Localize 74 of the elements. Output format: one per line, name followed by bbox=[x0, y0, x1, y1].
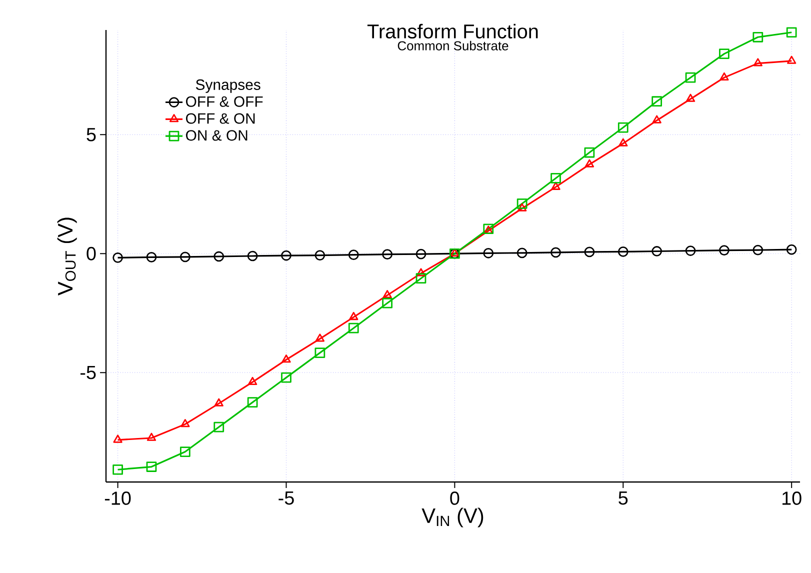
text: Common Substrate bbox=[398, 40, 508, 50]
point bbox=[247, 397, 258, 408]
legend-title: Synapses bbox=[196, 79, 260, 93]
legend-label: ON & ON bbox=[186, 130, 248, 141]
point bbox=[281, 372, 292, 383]
point bbox=[214, 398, 224, 406]
point bbox=[685, 246, 696, 256]
x-tick-label: -5 bbox=[278, 492, 294, 505]
point bbox=[517, 203, 527, 212]
point bbox=[685, 72, 696, 83]
point bbox=[787, 56, 796, 64]
point bbox=[248, 376, 258, 386]
y-tick-label: 5 bbox=[86, 128, 96, 142]
point bbox=[146, 252, 157, 262]
point bbox=[146, 432, 156, 441]
point bbox=[584, 246, 595, 258]
x-axis-title: V$_{IN}$ (V) bbox=[422, 508, 484, 528]
point bbox=[314, 348, 326, 358]
y-tick-label: -5 bbox=[80, 366, 96, 380]
point bbox=[584, 147, 595, 158]
point bbox=[752, 244, 764, 256]
point bbox=[786, 244, 797, 255]
point bbox=[618, 138, 628, 146]
point bbox=[551, 182, 560, 190]
point bbox=[282, 354, 291, 363]
point bbox=[281, 250, 292, 261]
point bbox=[483, 248, 494, 258]
point bbox=[719, 245, 730, 256]
point bbox=[214, 422, 224, 432]
chart-title: Transform Function bbox=[367, 24, 538, 38]
point bbox=[146, 462, 157, 472]
point bbox=[416, 248, 426, 260]
y-tick-label: 0 bbox=[86, 246, 96, 260]
point bbox=[348, 322, 359, 334]
point bbox=[112, 464, 123, 475]
point bbox=[550, 173, 561, 184]
x-tick-label: 10 bbox=[782, 491, 802, 505]
point bbox=[618, 122, 628, 133]
point bbox=[416, 273, 426, 284]
point bbox=[348, 250, 359, 260]
point bbox=[686, 94, 696, 102]
point bbox=[349, 312, 358, 320]
point bbox=[214, 251, 224, 262]
x-tick-label: 0 bbox=[450, 491, 460, 505]
point bbox=[584, 159, 594, 168]
point bbox=[516, 198, 528, 209]
point bbox=[786, 27, 797, 38]
point bbox=[314, 250, 326, 260]
point bbox=[315, 334, 325, 342]
point bbox=[516, 248, 528, 258]
point bbox=[753, 58, 762, 66]
point bbox=[652, 246, 662, 256]
point bbox=[652, 115, 662, 124]
point bbox=[382, 298, 392, 308]
point bbox=[180, 252, 190, 262]
point bbox=[416, 268, 426, 276]
x-tick-label: 5 bbox=[618, 492, 628, 505]
point bbox=[113, 434, 122, 443]
point bbox=[247, 250, 258, 262]
legend-label: OFF & OFF bbox=[186, 96, 263, 107]
point bbox=[180, 446, 190, 457]
legend-label: OFF & ON bbox=[186, 113, 255, 124]
point bbox=[382, 249, 392, 260]
point bbox=[618, 246, 628, 257]
point bbox=[112, 252, 123, 263]
point bbox=[752, 32, 764, 42]
point bbox=[382, 290, 392, 298]
point bbox=[720, 72, 729, 81]
point bbox=[652, 96, 662, 107]
x-tick-label: -10 bbox=[104, 491, 131, 505]
point bbox=[550, 247, 561, 258]
point bbox=[180, 419, 190, 428]
point bbox=[719, 48, 730, 59]
y-axis-title: V$_{OUT}$ (V) bbox=[57, 218, 77, 296]
